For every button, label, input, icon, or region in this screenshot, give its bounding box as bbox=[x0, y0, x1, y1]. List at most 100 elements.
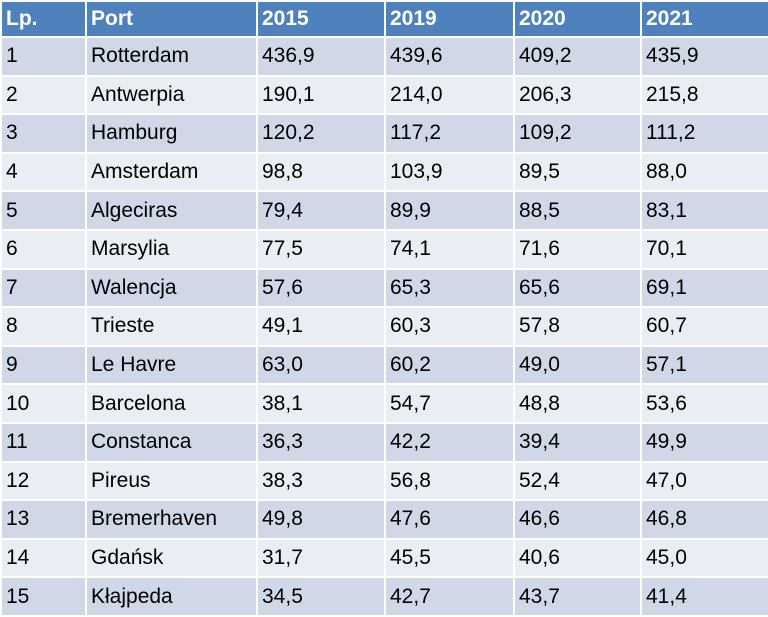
cell-2015: 38,1 bbox=[256, 383, 386, 424]
cell-2015: 36,3 bbox=[256, 421, 386, 463]
table-row: 10 Barcelona 38,1 54,7 48,8 53,6 bbox=[0, 383, 768, 424]
table-header: Lp. Port 2015 2019 2020 2021 bbox=[0, 0, 768, 38]
cell-rank: 4 bbox=[0, 151, 87, 193]
table-row: 5 Algeciras 79,4 89,9 88,5 83,1 bbox=[0, 190, 768, 231]
cell-2021: 83,1 bbox=[640, 190, 768, 231]
cell-2021: 70,1 bbox=[640, 228, 768, 270]
cell-2019: 60,2 bbox=[384, 344, 515, 386]
cell-2020: 49,0 bbox=[513, 344, 642, 386]
header-port: Port bbox=[85, 0, 258, 38]
cell-port: Antwerpia bbox=[85, 74, 258, 116]
cell-port: Barcelona bbox=[85, 383, 258, 424]
table-row: 15 Kłajpeda 34,5 42,7 43,7 41,4 bbox=[0, 576, 768, 617]
cell-2020: 88,5 bbox=[513, 190, 642, 231]
header-row: Lp. Port 2015 2019 2020 2021 bbox=[0, 0, 768, 38]
cell-port: Le Havre bbox=[85, 344, 258, 386]
cell-2021: 57,1 bbox=[640, 344, 768, 386]
cell-2020: 65,6 bbox=[513, 267, 642, 309]
cell-2019: 42,7 bbox=[384, 576, 515, 617]
cell-2019: 60,3 bbox=[384, 306, 515, 347]
cell-2020: 46,6 bbox=[513, 499, 642, 540]
cell-rank: 1 bbox=[0, 36, 87, 77]
cell-port: Trieste bbox=[85, 306, 258, 347]
table-row: 13 Bremerhaven 49,8 47,6 46,6 46,8 bbox=[0, 499, 768, 540]
cell-port: Bremerhaven bbox=[85, 499, 258, 540]
cell-2019: 103,9 bbox=[384, 151, 515, 193]
cell-rank: 3 bbox=[0, 113, 87, 154]
header-year-2019: 2019 bbox=[384, 0, 515, 38]
cell-2021: 45,0 bbox=[640, 537, 768, 579]
cell-rank: 11 bbox=[0, 421, 87, 463]
table-row: 9 Le Havre 63,0 60,2 49,0 57,1 bbox=[0, 344, 768, 386]
cell-rank: 9 bbox=[0, 344, 87, 386]
cell-2019: 56,8 bbox=[384, 460, 515, 502]
cell-2020: 52,4 bbox=[513, 460, 642, 502]
cell-2015: 98,8 bbox=[256, 151, 386, 193]
cell-2019: 117,2 bbox=[384, 113, 515, 154]
cell-2015: 49,1 bbox=[256, 306, 386, 347]
cell-2021: 53,6 bbox=[640, 383, 768, 424]
cell-2019: 74,1 bbox=[384, 228, 515, 270]
table-row: 6 Marsylia 77,5 74,1 71,6 70,1 bbox=[0, 228, 768, 270]
table-row: 8 Trieste 49,1 60,3 57,8 60,7 bbox=[0, 306, 768, 347]
cell-2020: 409,2 bbox=[513, 36, 642, 77]
cell-rank: 2 bbox=[0, 74, 87, 116]
cell-rank: 13 bbox=[0, 499, 87, 540]
table-row: 7 Walencja 57,6 65,3 65,6 69,1 bbox=[0, 267, 768, 309]
cell-2021: 111,2 bbox=[640, 113, 768, 154]
cell-2020: 206,3 bbox=[513, 74, 642, 116]
cell-2015: 38,3 bbox=[256, 460, 386, 502]
cell-2021: 46,8 bbox=[640, 499, 768, 540]
cell-port: Amsterdam bbox=[85, 151, 258, 193]
cell-2019: 42,2 bbox=[384, 421, 515, 463]
table-row: 4 Amsterdam 98,8 103,9 89,5 88,0 bbox=[0, 151, 768, 193]
table-row: 14 Gdańsk 31,7 45,5 40,6 45,0 bbox=[0, 537, 768, 579]
cell-rank: 8 bbox=[0, 306, 87, 347]
cell-port: Kłajpeda bbox=[85, 576, 258, 617]
cell-2015: 63,0 bbox=[256, 344, 386, 386]
cell-2020: 43,7 bbox=[513, 576, 642, 617]
cell-2021: 88,0 bbox=[640, 151, 768, 193]
cell-2021: 49,9 bbox=[640, 421, 768, 463]
table-body: 1 Rotterdam 436,9 439,6 409,2 435,9 2 Antwerpia… bbox=[0, 36, 768, 617]
cell-2019: 65,3 bbox=[384, 267, 515, 309]
table-row: 12 Pireus 38,3 56,8 52,4 47,0 bbox=[0, 460, 768, 502]
cell-2019: 45,5 bbox=[384, 537, 515, 579]
cell-port: Constanca bbox=[85, 421, 258, 463]
header-year-2020: 2020 bbox=[513, 0, 642, 38]
cell-2015: 436,9 bbox=[256, 36, 386, 77]
table-row: 11 Constanca 36,3 42,2 39,4 49,9 bbox=[0, 421, 768, 463]
cell-port: Hamburg bbox=[85, 113, 258, 154]
cell-port: Gdańsk bbox=[85, 537, 258, 579]
cell-2021: 41,4 bbox=[640, 576, 768, 617]
cell-rank: 7 bbox=[0, 267, 87, 309]
table-row: 2 Antwerpia 190,1 214,0 206,3 215,8 bbox=[0, 74, 768, 116]
cell-2019: 54,7 bbox=[384, 383, 515, 424]
cell-port: Pireus bbox=[85, 460, 258, 502]
table-row: 1 Rotterdam 436,9 439,6 409,2 435,9 bbox=[0, 36, 768, 77]
header-year-2015: 2015 bbox=[256, 0, 386, 38]
cell-port: Rotterdam bbox=[85, 36, 258, 77]
header-rank: Lp. bbox=[0, 0, 87, 38]
cell-2019: 47,6 bbox=[384, 499, 515, 540]
cell-2019: 89,9 bbox=[384, 190, 515, 231]
cell-2021: 69,1 bbox=[640, 267, 768, 309]
cell-2021: 47,0 bbox=[640, 460, 768, 502]
cell-2019: 439,6 bbox=[384, 36, 515, 77]
cell-port: Walencja bbox=[85, 267, 258, 309]
cell-2020: 71,6 bbox=[513, 228, 642, 270]
cell-2020: 89,5 bbox=[513, 151, 642, 193]
cell-rank: 12 bbox=[0, 460, 87, 502]
cell-2020: 48,8 bbox=[513, 383, 642, 424]
cell-rank: 15 bbox=[0, 576, 87, 617]
cell-2015: 57,6 bbox=[256, 267, 386, 309]
cell-2015: 120,2 bbox=[256, 113, 386, 154]
cell-rank: 14 bbox=[0, 537, 87, 579]
cell-2015: 79,4 bbox=[256, 190, 386, 231]
cell-port: Marsylia bbox=[85, 228, 258, 270]
cell-2015: 49,8 bbox=[256, 499, 386, 540]
cell-rank: 10 bbox=[0, 383, 87, 424]
cell-2021: 435,9 bbox=[640, 36, 768, 77]
cell-rank: 5 bbox=[0, 190, 87, 231]
